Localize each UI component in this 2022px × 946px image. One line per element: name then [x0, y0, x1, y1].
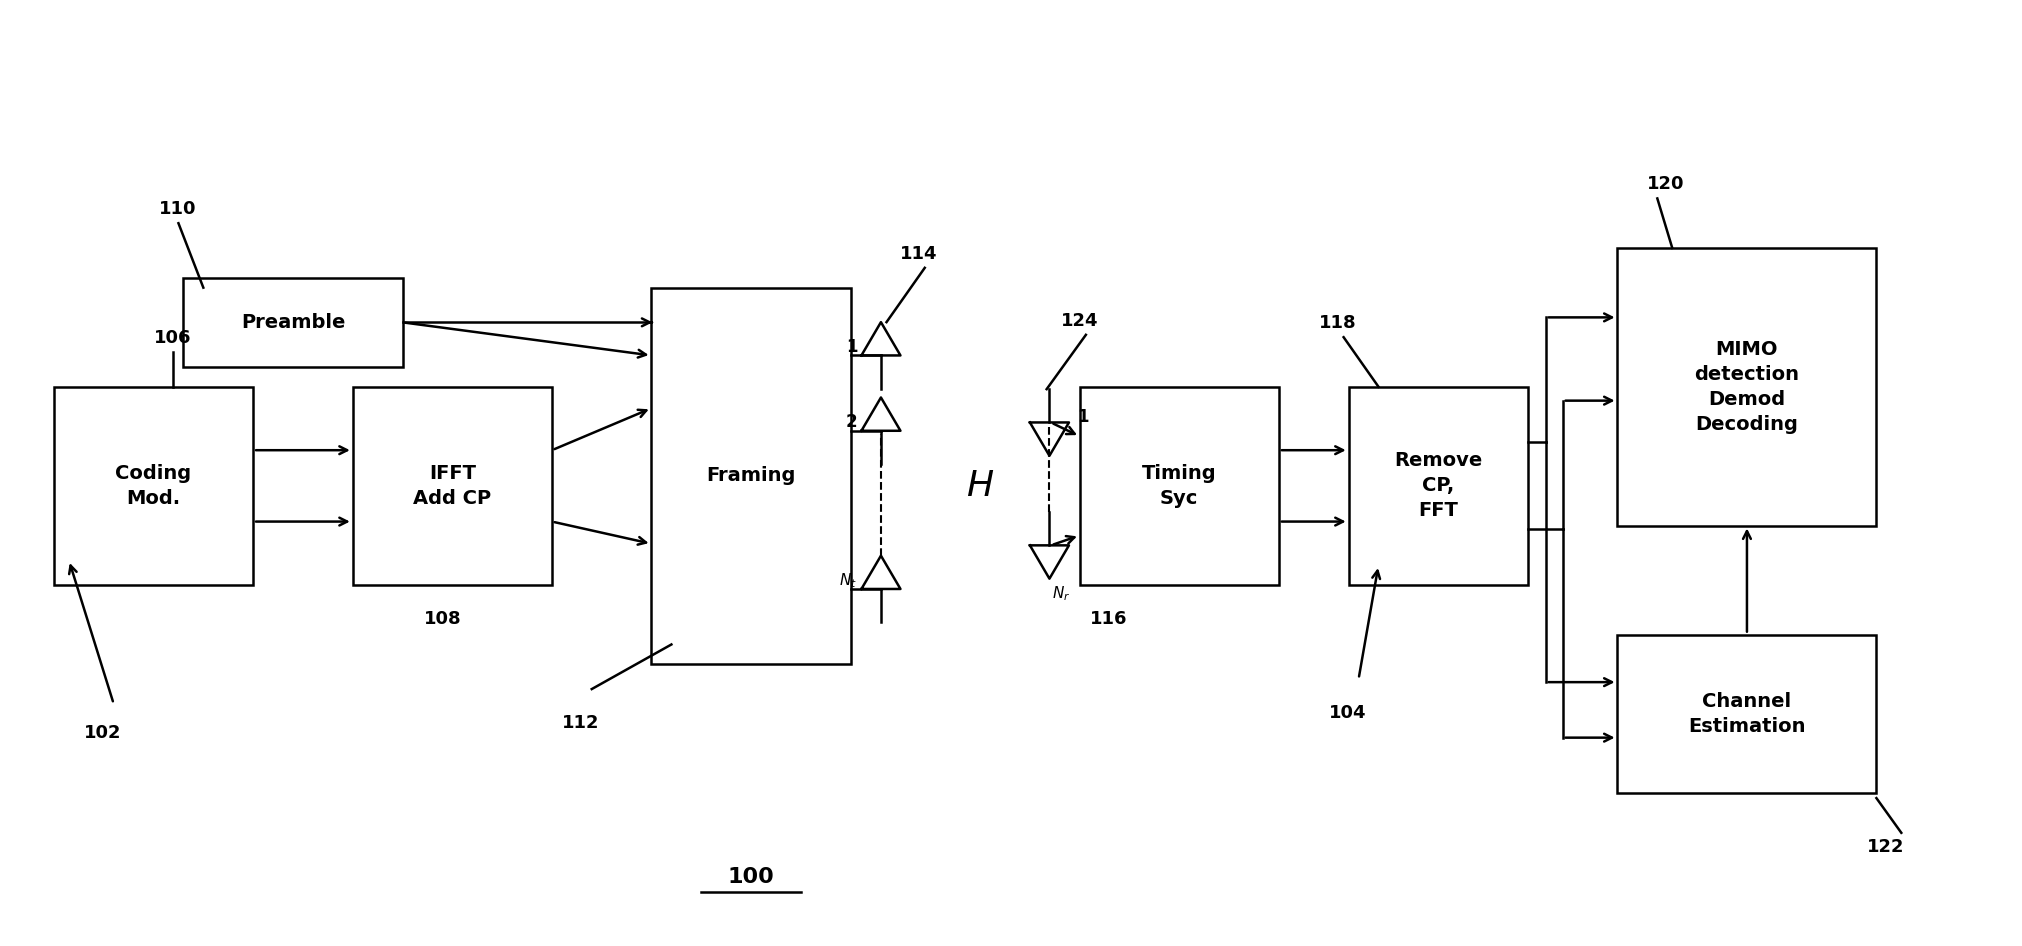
Text: 118: 118 — [1318, 314, 1357, 332]
Text: Framing: Framing — [706, 466, 797, 485]
Bar — [1618, 635, 1876, 793]
Text: $N_r$: $N_r$ — [1051, 585, 1070, 603]
Text: Preamble: Preamble — [241, 313, 346, 332]
Text: 104: 104 — [1328, 704, 1367, 722]
Text: 1: 1 — [1078, 408, 1088, 426]
Text: 102: 102 — [83, 724, 121, 742]
Text: IFFT
Add CP: IFFT Add CP — [412, 464, 491, 508]
Bar — [55, 387, 253, 585]
Text: 1: 1 — [845, 338, 857, 356]
Bar — [184, 278, 402, 367]
Text: Remove
CP,
FFT: Remove CP, FFT — [1393, 451, 1482, 520]
Bar — [352, 387, 552, 585]
Text: MIMO
detection
Demod
Decoding: MIMO detection Demod Decoding — [1694, 340, 1800, 434]
Text: 100: 100 — [728, 867, 774, 887]
Text: Timing
Syc: Timing Syc — [1142, 464, 1217, 508]
Text: $N_t$: $N_t$ — [839, 571, 857, 590]
Bar — [1618, 248, 1876, 526]
Text: 124: 124 — [1062, 312, 1098, 330]
Text: Channel
Estimation: Channel Estimation — [1688, 692, 1806, 736]
Text: 116: 116 — [1090, 610, 1126, 628]
Text: 2: 2 — [845, 413, 857, 431]
Bar — [1349, 387, 1529, 585]
Text: 122: 122 — [1866, 838, 1905, 856]
Bar — [651, 288, 851, 664]
Text: 120: 120 — [1648, 176, 1684, 194]
Text: 114: 114 — [900, 245, 938, 263]
Text: 112: 112 — [562, 714, 599, 732]
Bar — [1080, 387, 1278, 585]
Text: 110: 110 — [158, 201, 196, 219]
Text: 106: 106 — [154, 329, 190, 347]
Text: 108: 108 — [423, 610, 461, 628]
Text: $H$: $H$ — [967, 469, 995, 503]
Text: Coding
Mod.: Coding Mod. — [115, 464, 192, 508]
